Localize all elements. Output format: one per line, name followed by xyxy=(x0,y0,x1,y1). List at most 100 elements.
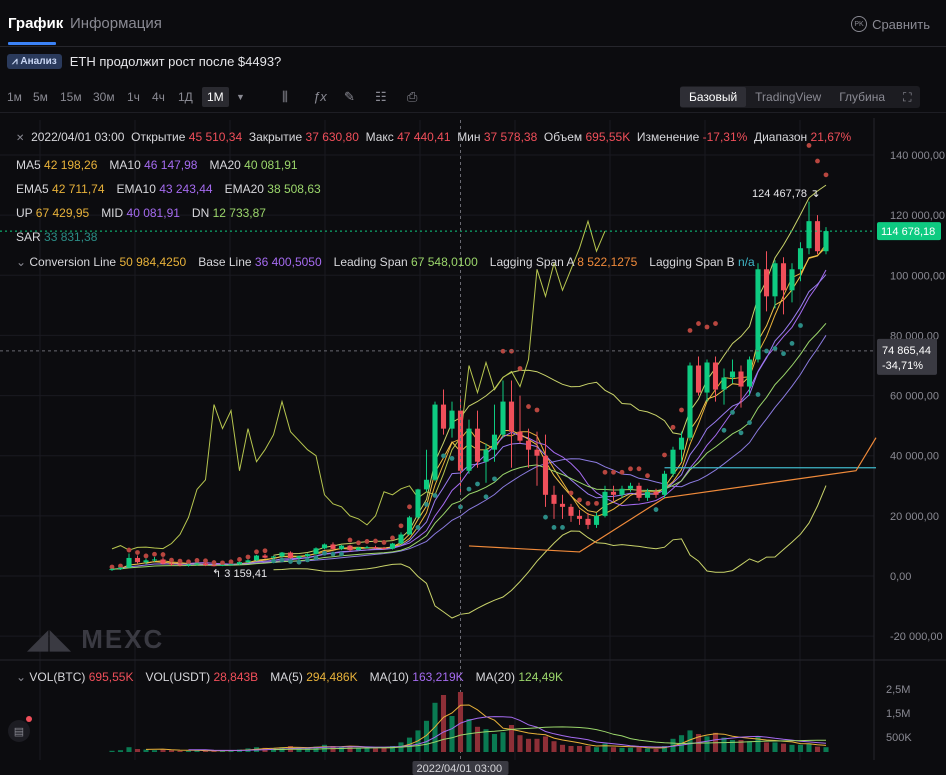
candle-body xyxy=(355,547,362,551)
sar-dot xyxy=(645,473,650,479)
tab-chart[interactable]: График xyxy=(8,15,64,32)
low-marker-label: ↰ 3 159,41 xyxy=(212,568,267,580)
volume-bar xyxy=(789,744,795,752)
volume-bar xyxy=(559,744,566,752)
volume-bar xyxy=(440,695,447,752)
indicator-value: 46 147,98 xyxy=(144,158,198,172)
timeframe-5m[interactable]: 5м xyxy=(33,90,48,104)
boll-legend[interactable]: UP 67 429,95 MID 40 081,91 DN 12 733,87 xyxy=(16,206,278,220)
candle-body xyxy=(525,440,532,450)
candle-body xyxy=(721,377,727,390)
sar-legend[interactable]: SAR 33 831,38 xyxy=(16,230,109,244)
candle-body xyxy=(627,485,634,489)
sar-dot xyxy=(186,559,191,565)
timeframe-15m[interactable]: 15м xyxy=(60,90,82,104)
view-depth[interactable]: Глубина xyxy=(839,90,886,104)
timeframe-30m[interactable]: 30м xyxy=(93,90,115,104)
timeframe-4h[interactable]: 4ч xyxy=(152,90,165,104)
layout-icon[interactable]: ☷ xyxy=(375,89,387,104)
sar-dot xyxy=(738,430,744,436)
indicators-icon[interactable]: ƒx xyxy=(313,89,327,104)
volume-tick-label: 500K xyxy=(886,732,912,744)
fullscreen-icon[interactable]: ⛶ xyxy=(903,89,912,104)
high-value: 47 440,41 xyxy=(397,130,451,144)
draw-pencil-icon[interactable]: ✎ xyxy=(344,89,355,104)
candle-body xyxy=(398,534,404,544)
sar-dot xyxy=(339,551,344,557)
analysis-banner[interactable]: ⩘ Анализ ETH продолжит рост после $4493? xyxy=(7,54,281,69)
indicator-value: 42 711,74 xyxy=(52,182,105,196)
sar-dot xyxy=(169,557,174,563)
ema-legend[interactable]: EMA5 42 711,74 EMA10 43 243,44 EMA20 38 50… xyxy=(16,182,333,196)
candle-type-icon[interactable]: ⫼ xyxy=(282,89,288,104)
sar-dot xyxy=(305,557,310,563)
volume-ma-line xyxy=(188,716,827,751)
cursor-price-tag xyxy=(877,338,937,375)
current-price-label: 114 678,18 xyxy=(881,226,935,238)
candle-body xyxy=(287,552,294,558)
sar-dot xyxy=(670,424,676,430)
volume-bar xyxy=(636,747,642,752)
volume-label: Объем xyxy=(543,130,583,144)
change-label: Изменение xyxy=(636,130,700,144)
legend-collapse-icon[interactable]: ✕ xyxy=(16,133,25,144)
candle-body xyxy=(517,431,523,441)
volume-bar xyxy=(304,748,311,752)
candle-body xyxy=(738,371,744,387)
sar-dot xyxy=(373,538,378,544)
volume-legend[interactable]: ⌄ VOL(BTC) 695,55K VOL(USDT) 28,843B MA(5)… xyxy=(16,670,575,684)
indicator-key: SAR xyxy=(16,230,45,244)
timeframe-1m[interactable]: 1м xyxy=(7,90,22,104)
volume-bar xyxy=(500,732,506,752)
indicator-key: MID xyxy=(101,206,127,220)
candle-body xyxy=(117,567,124,570)
indicator-key: MA(10) xyxy=(369,670,413,684)
timeframe-1d[interactable]: 1Д xyxy=(178,90,193,104)
volume-bar xyxy=(763,742,770,752)
chart-toolbar: 1м 5м 15м 30м 1ч 4ч 1Д 1М ▼ ⫼ ƒx ✎ ☷ ⎙ Б… xyxy=(0,84,946,113)
indicator-key: VOL(BTC) xyxy=(29,670,89,684)
timeframe-1h[interactable]: 1ч xyxy=(127,90,140,104)
y-tick-label: 20 000,00 xyxy=(890,511,939,523)
chat-button[interactable]: ▤ xyxy=(8,720,30,742)
sar-dot xyxy=(347,537,353,543)
volume-tick-label: 2,5M xyxy=(886,684,910,696)
legend-toggle-icon[interactable]: ⌄ xyxy=(16,670,30,684)
volume-bar xyxy=(619,747,625,752)
view-tradingview[interactable]: TradingView xyxy=(755,90,822,104)
analysis-badge-label: Анализ xyxy=(20,56,57,67)
compare-button[interactable]: PK Сравнить xyxy=(851,16,930,32)
volume-bar xyxy=(797,744,804,752)
camera-icon[interactable]: ⎙ xyxy=(407,89,418,104)
sar-dot xyxy=(696,321,701,326)
candle-body xyxy=(177,564,183,566)
indicator-value: 163,219K xyxy=(412,670,464,684)
candle-body xyxy=(347,545,353,551)
legend-toggle-icon[interactable]: ⌄ xyxy=(16,255,30,269)
volume-bar xyxy=(457,692,464,752)
timeframe-dropdown-icon[interactable]: ▼ xyxy=(236,92,245,102)
ichimoku-legend[interactable]: ⌄ Conversion Line 50 984,4250 Base Line 3… xyxy=(16,255,767,269)
indicator-key: MA(20) xyxy=(475,670,519,684)
tab-info[interactable]: Информация xyxy=(70,15,162,32)
ma-legend[interactable]: MA5 42 198,26 MA10 46 147,98 MA20 40 081,9… xyxy=(16,158,310,172)
candle-body xyxy=(313,548,319,555)
volume-bar xyxy=(542,736,549,752)
indicator-value: n/a xyxy=(738,255,755,269)
sar-dot xyxy=(109,564,115,570)
candle-body xyxy=(568,506,574,516)
view-basic[interactable]: Базовый xyxy=(680,87,747,107)
analysis-headline[interactable]: ETH продолжит рост после $4493? xyxy=(69,54,282,69)
range-label: Диапазон xyxy=(753,130,808,144)
candle-body xyxy=(423,479,430,490)
open-label: Открытие xyxy=(131,130,186,144)
sar-dot xyxy=(432,493,438,498)
indicator-value: 38 508,63 xyxy=(267,182,321,196)
volume-bar xyxy=(721,737,727,752)
volume-bar xyxy=(117,750,124,752)
timeframe-1mo[interactable]: 1М xyxy=(202,87,229,107)
candle-body xyxy=(296,556,302,558)
candle-body xyxy=(763,269,770,297)
candle-body xyxy=(474,428,481,462)
